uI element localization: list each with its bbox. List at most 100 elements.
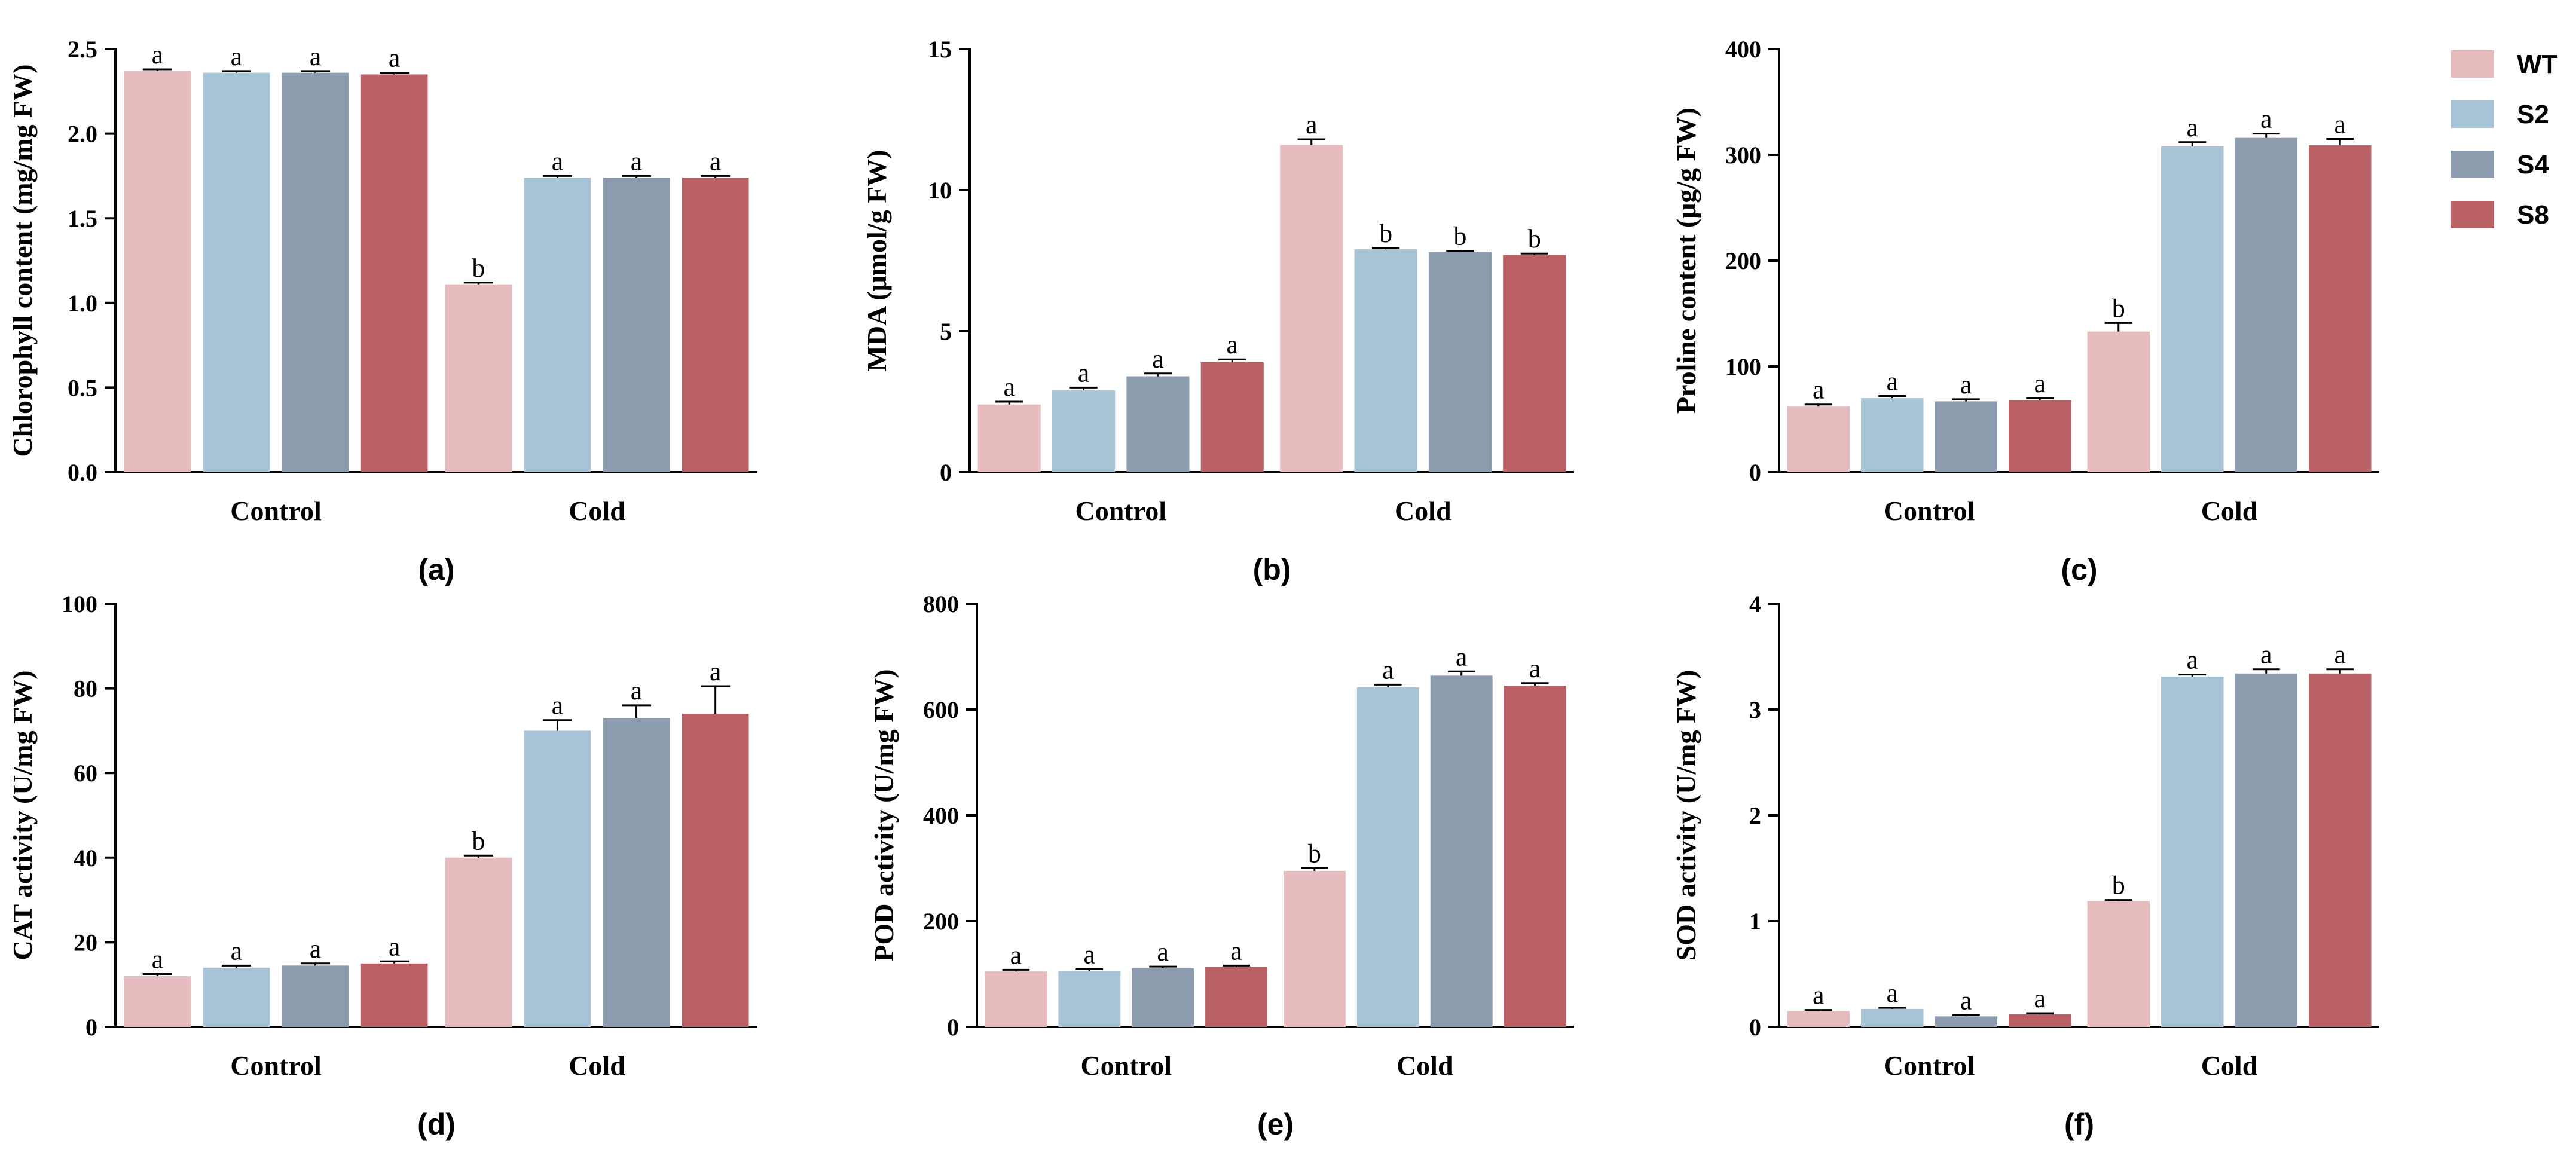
significance-letter: a	[1960, 986, 1972, 1016]
panels: 0.0 0.5 1.0 1.5 2.0 2.5 Chlorophyll content (m…	[7, 36, 2379, 1141]
significance-letter: a	[2334, 109, 2346, 139]
panel-label: (f)	[2064, 1108, 2094, 1141]
significance-letter: a	[1813, 981, 1825, 1010]
significance-letter: a	[1010, 940, 1022, 970]
significance-letter: a	[2034, 984, 2046, 1013]
significance-letter: a	[552, 691, 564, 720]
x-tick-label: Control	[1884, 496, 1975, 526]
significance-letter: b	[2112, 871, 2125, 900]
y-tick-label: 200	[1725, 247, 1761, 274]
bar	[2087, 901, 2150, 1027]
y-tick-label: 20	[74, 929, 97, 956]
y-axis-title: MDA (μmol/g FW)	[861, 149, 892, 371]
bar	[282, 965, 349, 1027]
bar	[2235, 673, 2297, 1027]
significance-letter: a	[389, 44, 401, 73]
y-tick-label: 2	[1749, 802, 1761, 829]
significance-letter: b	[472, 253, 485, 283]
significance-letter: a	[1230, 936, 1242, 965]
significance-letter: a	[1227, 330, 1239, 359]
chart-panel: 0 1 2 3 4 SOD activity (U/mg FW) a a a a Control b a…	[1671, 591, 2379, 1141]
chart-panel: 0 200 400 600 800 POD activity (U/mg FW) a a a a C…	[869, 591, 1574, 1141]
significance-letter: b	[1453, 221, 1466, 250]
y-tick-label: 0.0	[68, 459, 97, 486]
bar	[1861, 1008, 1924, 1027]
y-tick-label: 40	[74, 845, 97, 872]
y-tick-label: 600	[923, 696, 959, 723]
bar	[203, 967, 270, 1027]
bar	[1935, 401, 1997, 472]
bar	[124, 71, 191, 473]
significance-letter: a	[2034, 369, 2046, 398]
y-axis-title: CAT activity (U/mg FW)	[7, 670, 38, 960]
y-axis-title: Proline content (μg/g FW)	[1671, 108, 1701, 414]
significance-letter: a	[1886, 978, 1898, 1008]
significance-letter: b	[1379, 219, 1392, 248]
significance-letter: a	[2186, 113, 2198, 142]
significance-letter: b	[472, 826, 485, 855]
significance-letter: a	[1078, 358, 1090, 387]
bar	[524, 178, 591, 472]
chart-panel: 0 5 10 15 MDA (μmol/g FW) a a a a Control a b b b Cold…	[861, 36, 1574, 586]
significance-letter: a	[1152, 344, 1164, 374]
significance-letter: a	[1084, 940, 1096, 970]
significance-letter: a	[1886, 367, 1898, 396]
bar	[2235, 137, 2297, 472]
chart-panel: 0.0 0.5 1.0 1.5 2.0 2.5 Chlorophyll content (m…	[7, 36, 757, 586]
y-tick-label: 100	[62, 591, 97, 617]
bar	[445, 284, 512, 472]
bar	[1200, 362, 1264, 472]
significance-letter: a	[2260, 105, 2272, 134]
x-tick-label: Cold	[1395, 496, 1452, 526]
y-tick-label: 10	[928, 177, 952, 204]
y-tick-label: 400	[923, 802, 959, 829]
bar	[682, 178, 749, 472]
x-tick-label: Control	[1081, 1050, 1172, 1081]
significance-letter: a	[2186, 646, 2198, 675]
bar	[360, 74, 428, 473]
chart-panel: 0 20 40 60 80 100 CAT activity (U/mg FW) a a a a Co…	[7, 591, 757, 1141]
y-tick-label: 1.0	[68, 290, 97, 317]
bar	[2309, 673, 2372, 1027]
legend-swatch	[2451, 151, 2494, 178]
panel-label: (c)	[2061, 553, 2097, 586]
bar	[1354, 249, 1417, 472]
x-tick-label: Control	[230, 496, 322, 526]
bar	[1052, 390, 1116, 472]
bar	[1787, 406, 1850, 472]
significance-letter: a	[1306, 110, 1318, 139]
x-tick-label: Cold	[2201, 496, 2258, 526]
y-tick-label: 80	[74, 675, 97, 702]
bar	[1280, 145, 1343, 473]
panel-label: (e)	[1257, 1108, 1294, 1141]
x-tick-label: Cold	[569, 496, 625, 526]
bar	[360, 963, 428, 1027]
significance-letter: a	[710, 657, 722, 686]
bar	[2087, 331, 2150, 472]
x-tick-label: Control	[230, 1050, 322, 1081]
bar	[1503, 255, 1566, 472]
legend-label: WT	[2517, 50, 2558, 79]
significance-letter: a	[310, 42, 322, 71]
bar	[2009, 400, 2071, 472]
bar	[2309, 145, 2372, 472]
bar	[1058, 971, 1121, 1027]
y-tick-label: 0	[947, 1014, 959, 1041]
legend-swatch	[2451, 201, 2494, 228]
panel-label: (d)	[417, 1108, 456, 1141]
y-tick-label: 0	[1749, 1014, 1761, 1041]
significance-letter: b	[1528, 224, 1541, 253]
panel-label: (a)	[418, 553, 454, 586]
bar	[603, 718, 670, 1027]
bar	[985, 971, 1047, 1027]
x-tick-label: Cold	[1397, 1050, 1453, 1081]
bar	[203, 72, 270, 472]
significance-letter: a	[1003, 372, 1015, 402]
significance-letter: a	[631, 676, 643, 705]
bar	[282, 72, 349, 472]
significance-letter: a	[231, 936, 243, 965]
legend-swatch	[2451, 50, 2494, 78]
y-tick-label: 0	[940, 459, 952, 486]
y-tick-label: 4	[1749, 591, 1761, 617]
